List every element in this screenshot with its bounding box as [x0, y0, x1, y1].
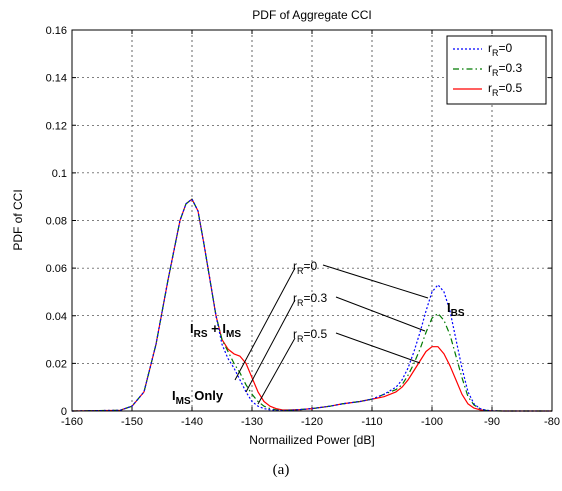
x-axis-label: Normailized Power [dB]: [249, 433, 374, 447]
annotation-r05: rR=0.5: [293, 327, 328, 344]
annotation-ibs: IBS: [447, 300, 465, 319]
leader-r03-left: [245, 299, 296, 393]
y-tick-label: 0.16: [46, 25, 67, 37]
figure-caption: (a): [272, 462, 290, 478]
series-line-0: [71, 198, 552, 412]
legend-label-2: rR=0.5: [488, 81, 523, 98]
annotation-ims-only: IMS Only: [172, 388, 224, 407]
y-tick-label: 0.12: [46, 120, 67, 132]
series-lines: [71, 198, 552, 412]
legend-label-1: rR=0.3: [488, 61, 523, 78]
y-tick-label: 0.04: [46, 311, 67, 323]
x-tick-label: -140: [181, 416, 203, 428]
y-axis-label: PDF of CCI: [11, 189, 25, 250]
y-tick-label: 0.02: [46, 358, 67, 370]
leader-r0-left: [234, 267, 296, 381]
leader-r05-left: [257, 337, 296, 405]
x-tick-label: -90: [484, 416, 500, 428]
y-tick-label: 0.14: [46, 73, 67, 85]
legend-box: [446, 35, 547, 105]
leader-r0-right: [322, 264, 429, 299]
plot-frame: [71, 29, 553, 412]
x-tick-label: -160: [61, 416, 83, 428]
x-tick-label: -130: [241, 416, 263, 428]
x-tick-label: -110: [361, 416, 382, 428]
leader-r03-right: [335, 296, 426, 332]
y-axis-ticks: 0 0.02 0.04 0.06 0.08 0.1 0.12 0.14 0.16: [46, 25, 552, 418]
y-tick-label: 0.08: [46, 216, 67, 228]
x-tick-label: -120: [301, 416, 323, 428]
x-axis-ticks: -160 -150 -140 -130 -120 -110 -100 -90 -80: [61, 30, 560, 428]
annotation-r0: rR=0: [293, 259, 318, 276]
annotation-r03: rR=0.3: [293, 291, 328, 308]
legend: rR=0 rR=0.3 rR=0.5: [446, 35, 547, 105]
x-tick-label: -150: [121, 416, 143, 428]
leader-r05-right: [335, 332, 421, 364]
annotation-leaders: [234, 264, 429, 405]
x-tick-label: -80: [544, 416, 560, 428]
y-tick-label: 0.1: [52, 168, 67, 180]
x-tick-label: -100: [421, 416, 443, 428]
legend-label-0: rR=0: [488, 41, 513, 58]
chart-title: PDF of Aggregate CCI: [252, 8, 371, 22]
y-tick-label: 0: [61, 406, 67, 418]
annotation-irs-ims: IRS + IMS: [190, 321, 241, 340]
y-tick-label: 0.06: [46, 263, 67, 275]
series-line-1: [71, 198, 552, 412]
